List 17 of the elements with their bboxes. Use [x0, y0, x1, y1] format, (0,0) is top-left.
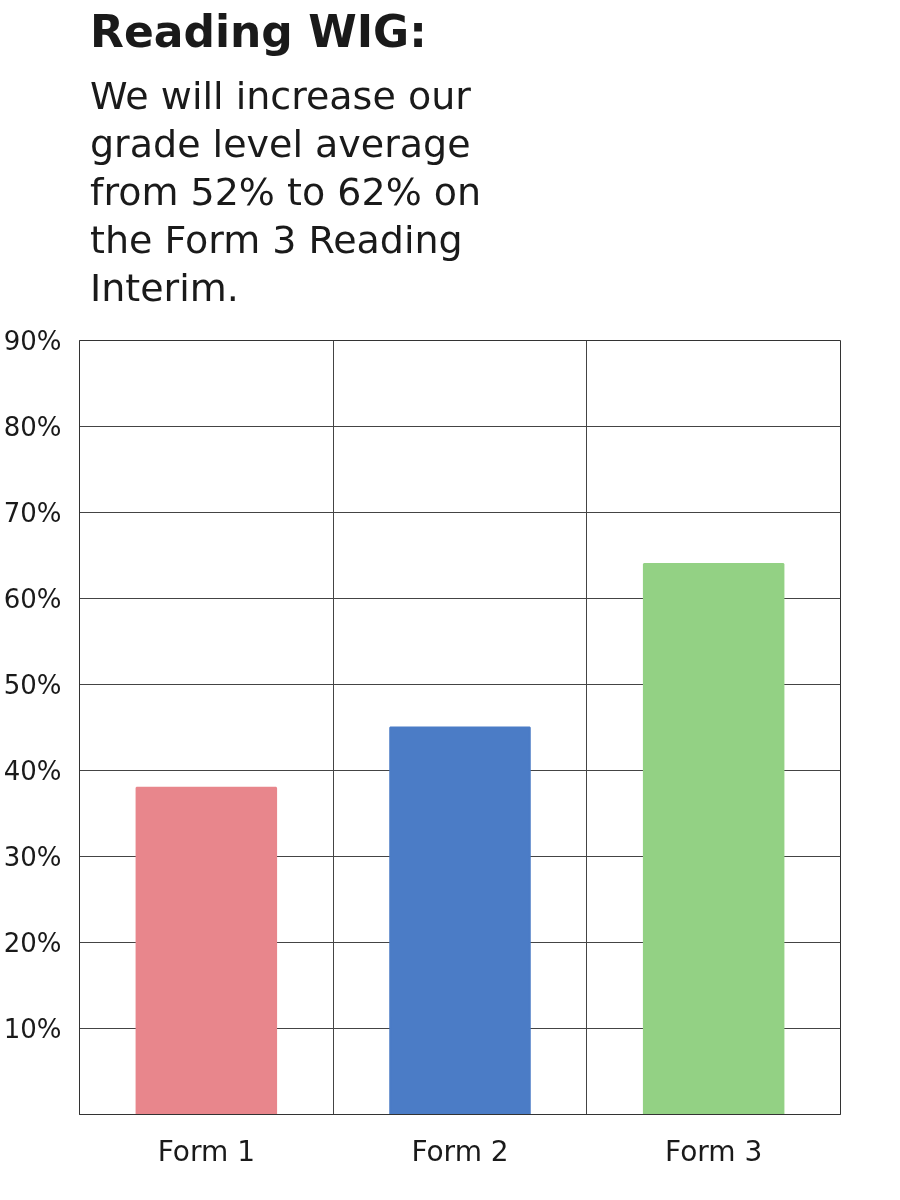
bar — [135, 786, 278, 1115]
y-tick-label: 60% — [3, 583, 62, 614]
y-tick-label: 20% — [3, 927, 62, 958]
chart-title: Reading WIG: — [90, 6, 427, 59]
y-tick-label: 30% — [3, 841, 62, 872]
chart-subtitle: We will increase our grade level average from 52% to 62% on the Form 3 Reading Interim. — [90, 73, 482, 312]
x-tick-label: Form 2 — [411, 1134, 509, 1168]
x-tick-label: Form 1 — [157, 1134, 255, 1168]
y-tick-label: 10% — [3, 1013, 62, 1044]
x-tick-label: Form 3 — [665, 1134, 763, 1168]
y-tick-label: 70% — [3, 497, 62, 528]
y-tick-label: 90% — [3, 325, 62, 356]
y-tick-label: 40% — [3, 755, 62, 786]
y-tick-label: 80% — [3, 411, 62, 442]
bar — [389, 726, 531, 1115]
bar — [642, 563, 785, 1115]
y-tick-label: 50% — [3, 669, 62, 700]
